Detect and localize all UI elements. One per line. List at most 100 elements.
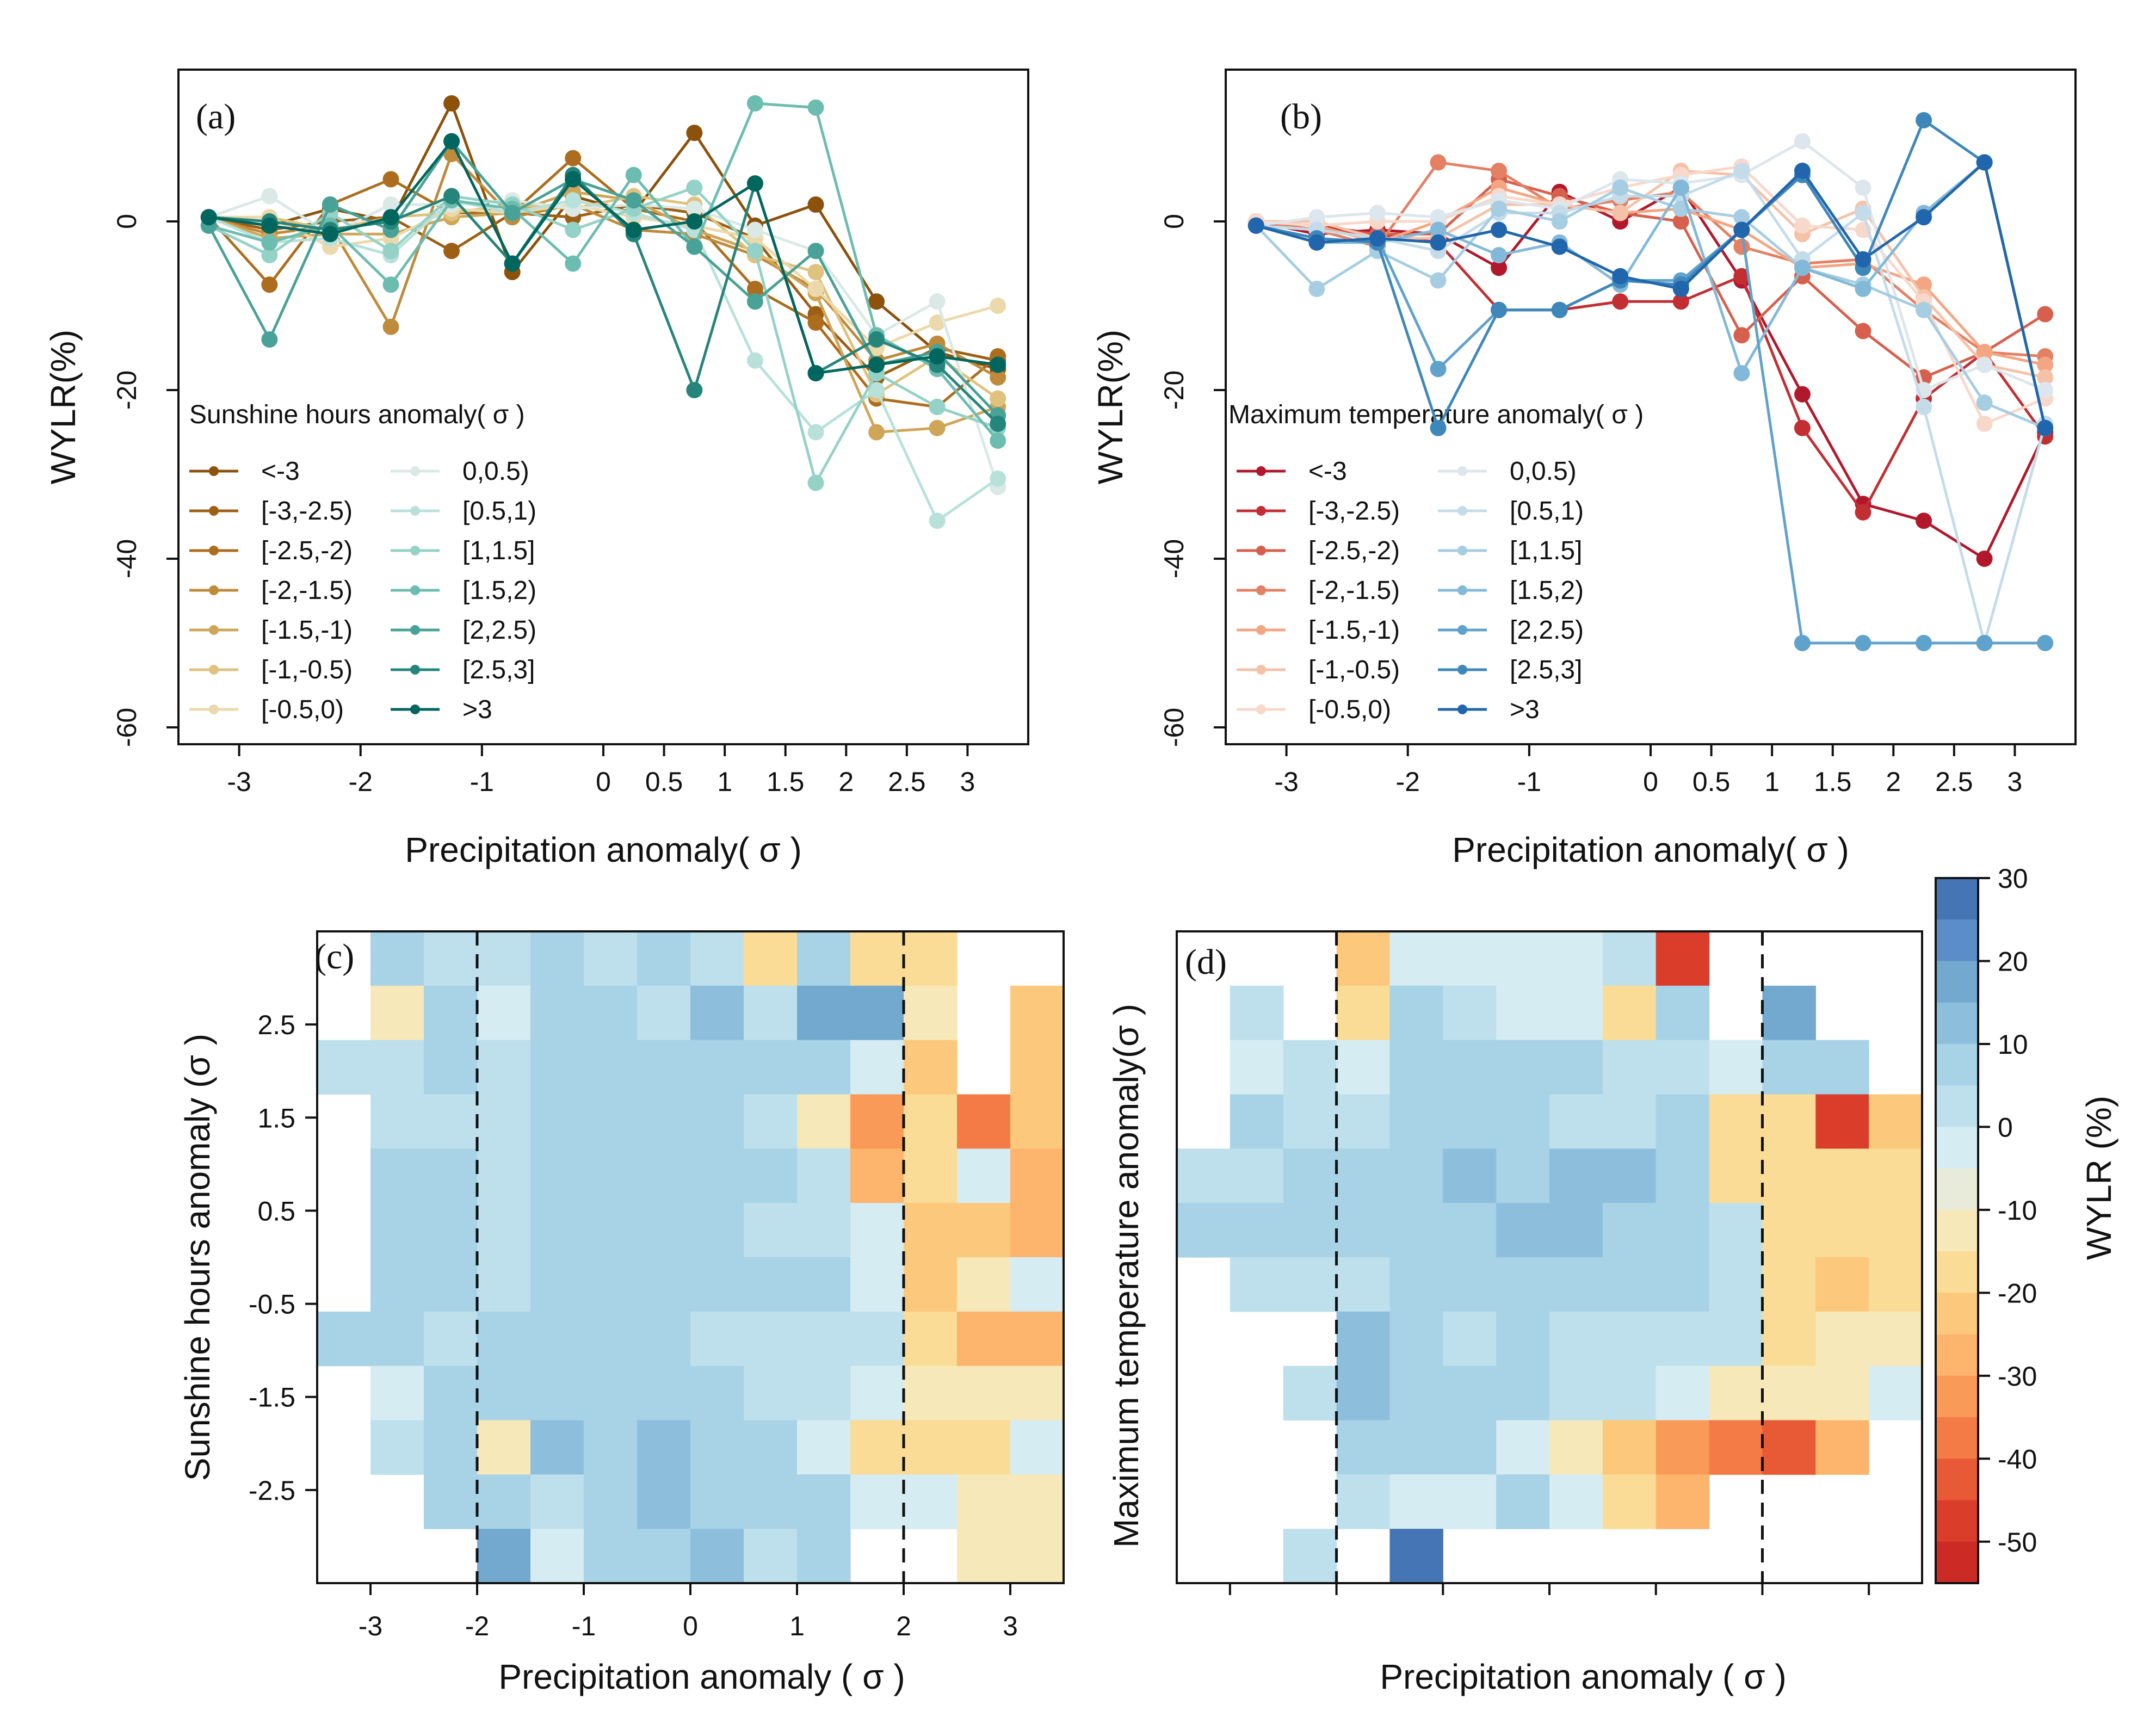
heatmap-cell — [530, 985, 584, 1041]
panel-d-xlabel: Precipitation anomaly ( σ ) — [1380, 1657, 1786, 1696]
data-point — [1491, 301, 1508, 318]
series-[1.5,2) — [200, 95, 1006, 449]
legend-item: <-3 — [1237, 457, 1347, 486]
heatmap-cell — [477, 1311, 531, 1367]
heatmap-cell — [1656, 931, 1710, 986]
heatmap-cell — [1602, 985, 1657, 1041]
colorbar-tick-label: -40 — [1998, 1444, 2037, 1474]
heatmap-cell — [744, 1529, 798, 1584]
data-point — [504, 255, 521, 272]
legend-label: [2,2.5) — [1510, 616, 1584, 645]
legend-item: [-3,-2.5) — [1237, 497, 1400, 526]
panel-b-xlabel: Precipitation anomaly( σ ) — [1452, 830, 1849, 869]
panel-b-x-tick-label: -1 — [1517, 767, 1541, 797]
data-point — [686, 213, 703, 230]
heatmap-cell — [1815, 1040, 1869, 1095]
data-point — [1855, 251, 1871, 268]
heatmap-cell — [1336, 1474, 1391, 1529]
heatmap-cell — [1389, 1420, 1443, 1475]
legend-swatch-dot — [1256, 585, 1266, 595]
series-line — [1256, 224, 2046, 645]
panel-a-ylabel: WYLR(%) — [44, 330, 83, 484]
heatmap-cell — [1283, 1203, 1337, 1258]
heatmap-cell — [1869, 1094, 1923, 1149]
heatmap-cell — [1869, 1311, 1923, 1367]
heatmap-cell — [530, 1203, 584, 1258]
heatmap-cell — [1709, 1148, 1763, 1203]
heatmap-cell — [690, 1366, 744, 1421]
heatmap-cell — [957, 1366, 1011, 1421]
panel-d-label: (d) — [1185, 942, 1227, 982]
heatmap-cell — [1389, 985, 1443, 1041]
heatmap-cell — [1549, 1420, 1603, 1475]
data-point — [1430, 419, 1447, 436]
legend-swatch-dot — [1256, 466, 1266, 476]
data-point — [1855, 281, 1871, 297]
heatmap-cell — [477, 931, 531, 986]
heatmap-cell — [637, 1366, 691, 1421]
data-point — [929, 348, 946, 365]
legend-item: [-1,-0.5) — [189, 656, 353, 684]
panel-c-x-tick-label: 0 — [683, 1611, 698, 1641]
data-point — [1794, 635, 1811, 651]
heatmap-cell — [477, 1420, 531, 1475]
data-point — [1976, 635, 1993, 651]
heatmap-cell — [370, 1040, 424, 1095]
legend-swatch-dot — [1256, 506, 1266, 516]
heatmap-cell — [1709, 1311, 1763, 1367]
legend-swatch-dot — [1457, 665, 1467, 675]
heatmap-cell — [1656, 1420, 1710, 1475]
heatmap-cell — [1177, 1148, 1231, 1203]
data-point — [929, 399, 946, 415]
heatmap-cell — [1496, 985, 1550, 1041]
data-point — [1551, 238, 1568, 255]
legend-label: [0.5,1) — [462, 497, 536, 526]
heatmap-cell — [1230, 1040, 1284, 1095]
panel-b-y-tick-label: 0 — [1159, 214, 1189, 229]
heatmap-cell — [1010, 1257, 1064, 1312]
data-point — [746, 293, 763, 310]
legend-swatch-dot — [1457, 546, 1467, 555]
heatmap-cell — [797, 1257, 851, 1312]
heatmap-cell — [584, 1311, 638, 1367]
panel-b-x-tick-label: 1 — [1764, 767, 1780, 797]
heatmap-cell — [530, 1366, 584, 1421]
heatmap-cell — [850, 1040, 904, 1095]
panel-b-ylabel: WYLR(%) — [1091, 330, 1130, 484]
legend-label: [1,1.5] — [462, 536, 535, 565]
data-point — [1916, 112, 1932, 128]
heatmap-cell — [1010, 1040, 1064, 1095]
colorbar-bin — [1936, 1334, 1978, 1376]
legend-swatch-dot — [1256, 665, 1266, 675]
data-point — [1491, 260, 1508, 276]
data-point — [1976, 154, 1993, 171]
heatmap-cell — [1496, 1148, 1550, 1203]
heatmap-cell — [744, 1474, 798, 1529]
colorbar-tick-label: -10 — [1998, 1195, 2037, 1226]
panel-a-y-tick-label: 0 — [112, 214, 142, 229]
panel-b-y-tick-label: -60 — [1159, 708, 1189, 747]
heatmap-cell — [477, 1474, 531, 1529]
heatmap-cell — [1496, 1040, 1550, 1095]
panel-c-label: (c) — [314, 937, 354, 977]
heatmap-cell — [1230, 1257, 1284, 1312]
heatmap-cell — [1602, 1420, 1657, 1475]
data-point — [1733, 327, 1750, 344]
heatmap-cell — [530, 1529, 584, 1584]
heatmap-cell — [1443, 1311, 1497, 1367]
legend-item: [2.5,3] — [1438, 656, 1582, 684]
data-point — [1916, 301, 1932, 318]
data-point — [1976, 416, 1993, 432]
heatmap-cell — [1762, 1094, 1816, 1149]
series-[-2,-1.5) — [1247, 154, 2054, 365]
legend-swatch-dot — [1457, 506, 1467, 516]
legend-label: [2.5,3] — [462, 656, 535, 684]
heatmap-cell — [1549, 1040, 1603, 1095]
heatmap-cell — [1602, 1311, 1657, 1367]
legend-swatch-dot — [410, 466, 420, 476]
heatmap-cell — [1762, 1420, 1816, 1475]
panel-b-y-tick-label: -20 — [1159, 370, 1189, 410]
heatmap-cell — [477, 1040, 531, 1095]
data-point — [2037, 356, 2054, 373]
heatmap-cell — [690, 1257, 744, 1312]
